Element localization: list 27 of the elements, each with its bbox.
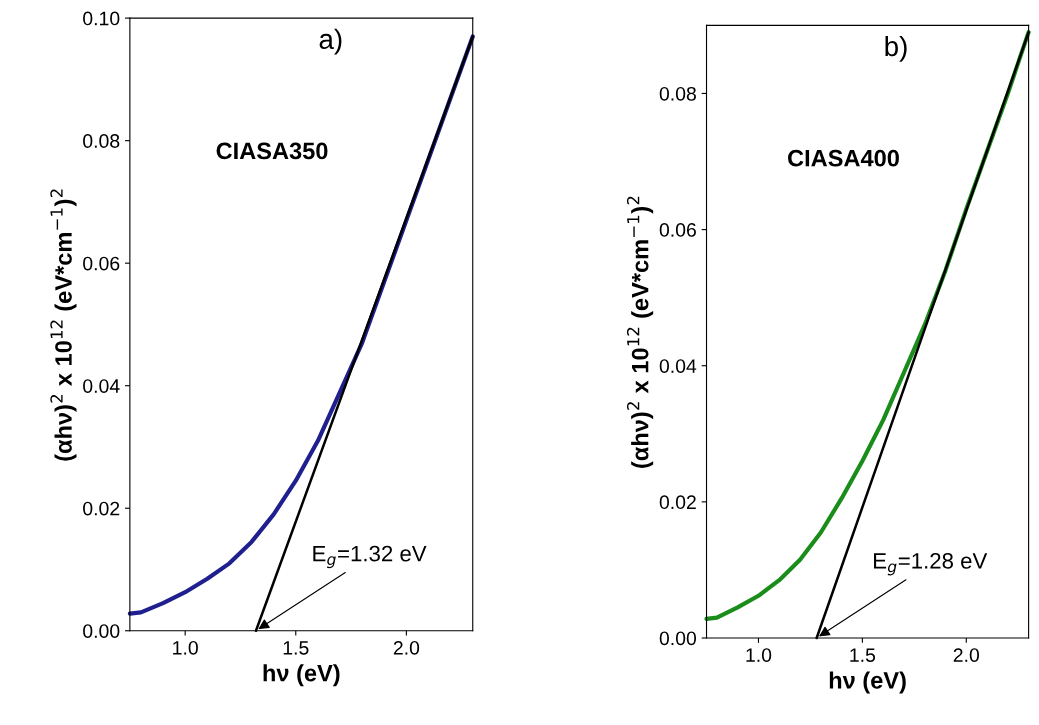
y-tick-label: 0.02 [659, 495, 696, 510]
y-tick-label: 0.08 [659, 86, 696, 101]
annotation: b) [885, 35, 907, 62]
annotation: CIASA350 [216, 142, 328, 160]
y-tick-label: 0.10 [83, 11, 120, 26]
y-axis-title: (αhν)$^{2}$ x 10$^{12}$ (eV*cm$^{−1}$)$^{2}$ [50, 189, 77, 461]
x-tick-label: 2.0 [953, 648, 980, 662]
y-tick-label: 0.06 [659, 223, 696, 237]
x-tick-label: 1.5 [850, 648, 876, 662]
y-tick-label: 0.04 [83, 379, 120, 393]
x-tick-label: 1.5 [283, 641, 309, 655]
x-tick-label: 1.0 [173, 640, 198, 655]
annotation: E$_{g}$=1.28 eV [874, 553, 988, 576]
x-tick-label: 1.0 [746, 648, 772, 662]
y-tick-label: 0.00 [83, 624, 120, 638]
y-axis-title: (αhν)$^{2}$ x 10$^{12}$ (eV*cm$^{−1}$)$^{2}$ [626, 196, 654, 468]
annotation: CIASA400 [788, 149, 899, 167]
y-tick-label: 0.06 [83, 256, 120, 271]
y-tick-label: 0.02 [83, 501, 120, 516]
y-tick-label: 0.00 [659, 631, 697, 646]
x-tick-label: 2.0 [393, 640, 420, 655]
annotation: a) [319, 28, 342, 55]
x-axis-title: hν (eV) [263, 664, 340, 687]
y-tick-label: 0.08 [83, 134, 120, 148]
annotation: E$_{g}$=1.32 eV [313, 545, 427, 569]
x-axis-title: hν (eV) [829, 671, 906, 694]
y-tick-label: 0.04 [659, 359, 697, 373]
